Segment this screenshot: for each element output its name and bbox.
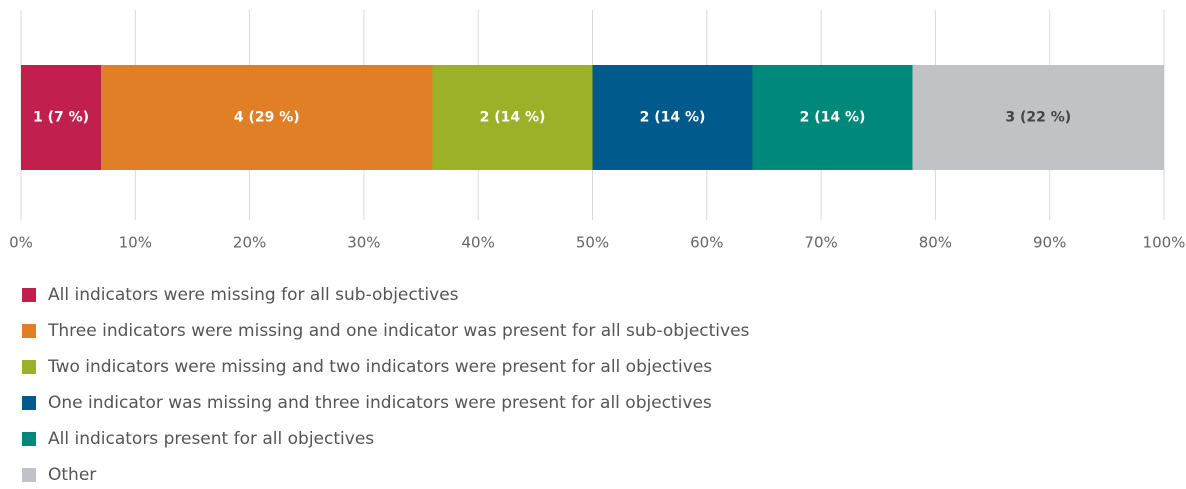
legend-swatch: [22, 432, 36, 446]
x-tick-label: 100%: [1143, 234, 1186, 252]
x-tick-label: 40%: [462, 234, 495, 252]
bar-segment: [432, 65, 593, 170]
bar-segment: [592, 65, 753, 170]
x-tick-label: 60%: [690, 234, 723, 252]
x-tick-label: 90%: [1033, 234, 1066, 252]
x-tick-label: 10%: [119, 234, 152, 252]
legend-swatch: [22, 468, 36, 482]
data-label: 3 (22 %): [1005, 110, 1071, 126]
x-tick-label: 30%: [347, 234, 380, 252]
legend-swatch: [22, 288, 36, 302]
x-tick-label: 0%: [9, 234, 33, 252]
data-label: 2 (14 %): [480, 110, 546, 126]
legend-label: All indicators present for all objective…: [48, 429, 374, 449]
data-label: 2 (14 %): [640, 110, 706, 126]
legend-label: Other: [48, 465, 96, 485]
legend-swatch: [22, 396, 36, 410]
data-label: 1 (7 %): [33, 110, 89, 126]
data-label: 4 (29 %): [234, 110, 300, 126]
legend-swatch: [22, 324, 36, 338]
bar-segment: [752, 65, 913, 170]
legend-label: One indicator was missing and three indi…: [48, 393, 712, 413]
data-label: 2 (14 %): [800, 110, 866, 126]
bar-segment: [912, 65, 1164, 170]
legend-label: Three indicators were missing and one in…: [47, 321, 750, 341]
legend-swatch: [22, 360, 36, 374]
x-tick-label: 80%: [919, 234, 952, 252]
legend-label: Two indicators were missing and two indi…: [47, 357, 712, 377]
x-tick-label: 20%: [233, 234, 266, 252]
bar-segment: [21, 65, 102, 170]
x-tick-label: 50%: [576, 234, 609, 252]
bar-segment: [101, 65, 433, 170]
x-tick-label: 70%: [804, 234, 837, 252]
legend-label: All indicators were missing for all sub-…: [48, 285, 459, 305]
